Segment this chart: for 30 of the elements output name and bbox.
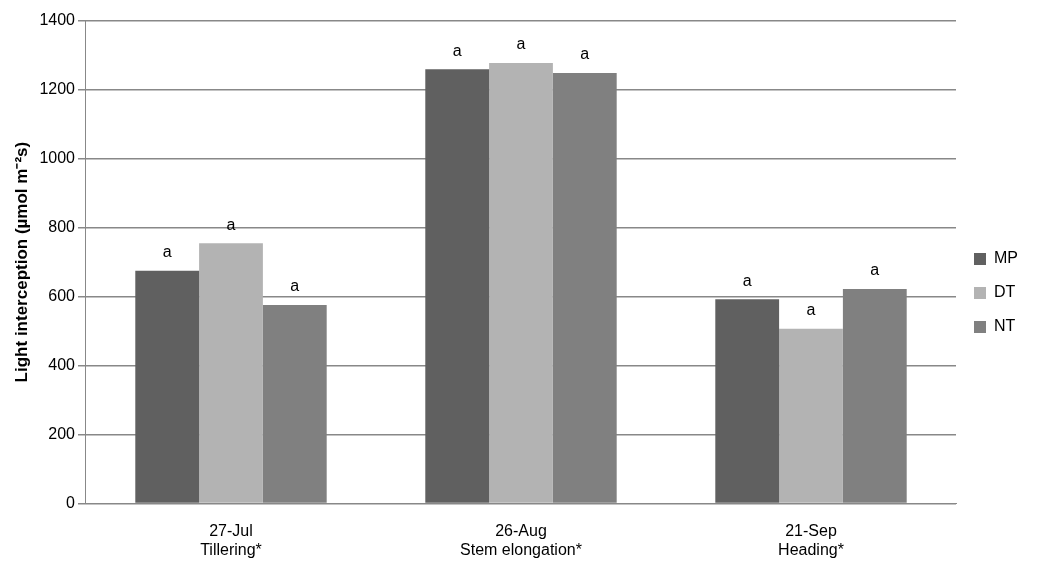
bar — [779, 328, 843, 503]
data-label: a — [226, 215, 236, 233]
bar — [715, 299, 780, 503]
data-label: a — [806, 301, 816, 319]
y-axis-title: Light interception (µmol m⁻²s) — [11, 141, 31, 383]
data-label: a — [452, 41, 462, 59]
legend-label: NT — [994, 317, 1016, 335]
data-label: a — [290, 277, 300, 295]
data-label: a — [742, 271, 752, 289]
x-tick-label: 26-Aug Stem elongation* — [460, 521, 582, 558]
y-tick-label: 1200 — [39, 80, 76, 98]
data-label: a — [870, 261, 880, 279]
y-tick-label: 0 — [66, 494, 76, 512]
bar — [199, 243, 263, 503]
y-tick-label: 200 — [48, 425, 76, 443]
data-label: a — [162, 243, 172, 261]
y-tick-label: 1000 — [39, 149, 76, 167]
y-tick-label: 600 — [48, 287, 76, 305]
y-tick-label: 1400 — [39, 11, 76, 29]
y-tick-label: 400 — [48, 356, 76, 374]
x-tick-label: 27-Jul Tillering* — [200, 521, 262, 558]
bar — [489, 63, 553, 503]
legend-label: DT — [994, 283, 1016, 301]
bar — [425, 69, 490, 503]
y-tick-label: 800 — [48, 218, 76, 236]
data-label: a — [580, 45, 590, 63]
bar — [135, 270, 200, 503]
data-label: a — [516, 35, 526, 53]
legend-label: MP — [994, 249, 1018, 267]
x-tick-label: 21-Sep Heading* — [778, 521, 844, 558]
